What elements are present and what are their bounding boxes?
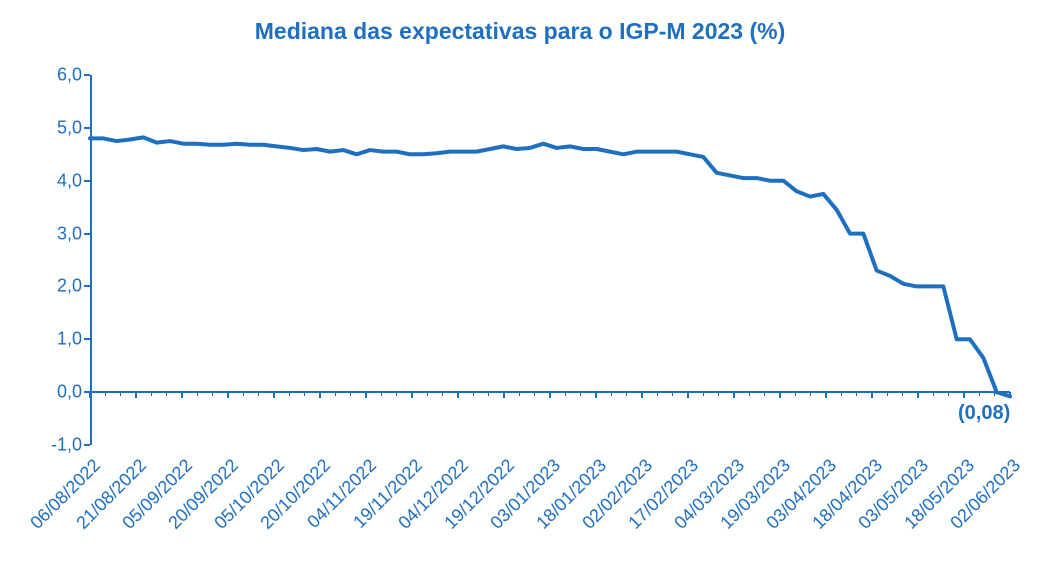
y-tick-label: 5,0: [57, 117, 82, 138]
series-line: [90, 137, 1010, 396]
chart-container: Mediana das expectativas para o IGP-M 20…: [0, 0, 1040, 578]
end-point-label: (0,08): [958, 402, 1010, 425]
chart-title: Mediana das expectativas para o IGP-M 20…: [0, 18, 1040, 45]
plot-area: -1,00,01,02,03,04,05,06,006/08/202221/08…: [90, 75, 1010, 445]
y-tick-label: 2,0: [57, 276, 82, 297]
y-tick-label: 0,0: [57, 382, 82, 403]
y-tick-label: 6,0: [57, 65, 82, 86]
y-tick-label: -1,0: [51, 435, 82, 456]
y-tick-label: 3,0: [57, 223, 82, 244]
y-tick-label: 4,0: [57, 170, 82, 191]
y-tick-label: 1,0: [57, 329, 82, 350]
line-svg: [90, 75, 1010, 445]
